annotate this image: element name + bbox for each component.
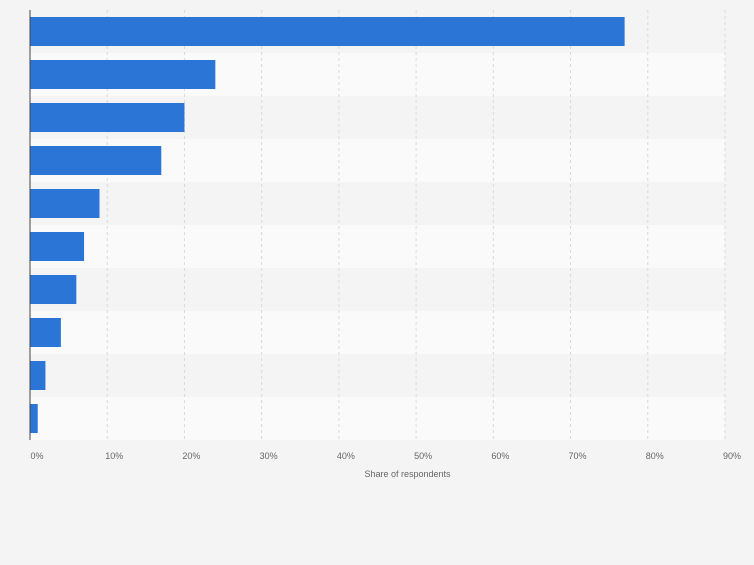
bar — [30, 404, 38, 433]
x-tick-label: 70% — [569, 451, 587, 461]
bars — [30, 17, 625, 433]
bar — [30, 146, 162, 175]
x-tick-label: 60% — [491, 451, 509, 461]
bar — [30, 232, 85, 261]
row-band — [30, 268, 725, 311]
row-bands — [30, 10, 725, 440]
x-tick-label: 40% — [337, 451, 355, 461]
bar — [30, 361, 46, 390]
bar — [30, 17, 625, 46]
x-tick-label: 80% — [646, 451, 664, 461]
x-tick-labels: 0% 10% 20% 30% 40% 50% 60% 70% 80% 90% — [30, 451, 741, 461]
x-tick-label: 10% — [105, 451, 123, 461]
row-band — [30, 225, 725, 268]
bar — [30, 189, 100, 218]
x-tick-label: 0% — [30, 451, 43, 461]
row-band — [30, 354, 725, 397]
x-axis-label: Share of respondents — [364, 469, 451, 479]
x-tick-label: 30% — [260, 451, 278, 461]
x-tick-label: 50% — [414, 451, 432, 461]
row-band — [30, 311, 725, 354]
x-tick-label: 90% — [723, 451, 741, 461]
bar — [30, 275, 77, 304]
row-band — [30, 397, 725, 440]
bar — [30, 103, 185, 132]
bar — [30, 60, 216, 89]
bar — [30, 318, 61, 347]
row-band — [30, 182, 725, 225]
x-tick-label: 20% — [182, 451, 200, 461]
